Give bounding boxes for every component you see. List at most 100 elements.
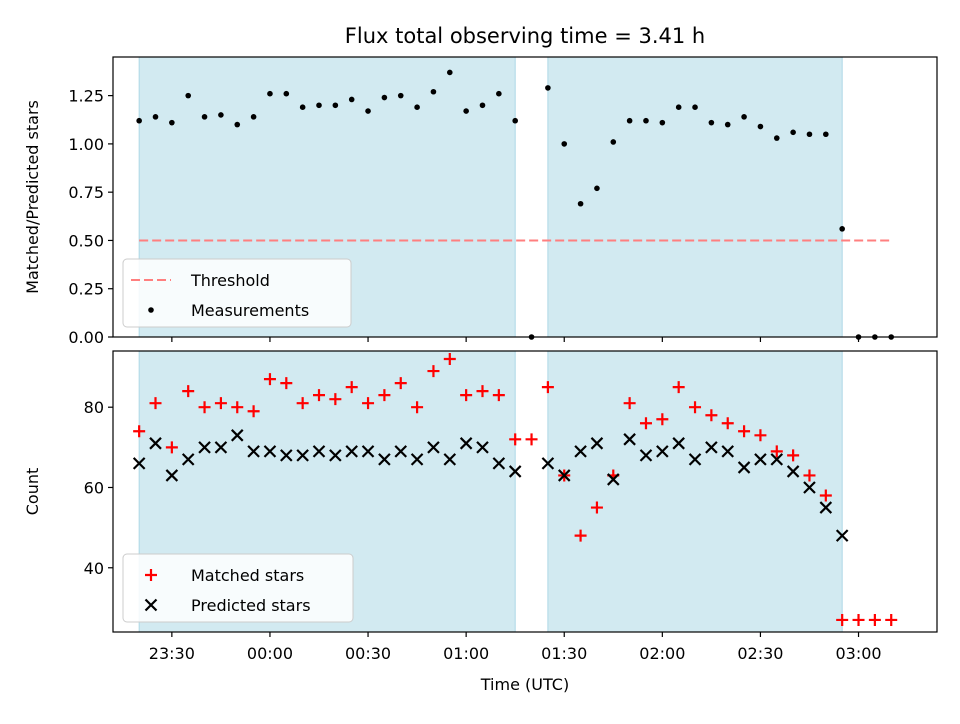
predicted-star-point	[181, 453, 195, 466]
matched-star-point	[182, 385, 195, 398]
shaded-interval	[547, 351, 843, 632]
measurement-point	[594, 185, 600, 192]
predicted-star-point	[329, 449, 342, 462]
predicted-star-point	[770, 453, 784, 466]
measurement-point	[545, 85, 551, 91]
x-tick-label: 00:00	[247, 644, 293, 663]
matched-star-point	[263, 373, 276, 386]
matched-star-point	[836, 613, 849, 626]
x-tick-label: 02:30	[737, 644, 783, 663]
matched-star-point	[345, 381, 358, 394]
matched-star-point	[214, 397, 227, 410]
legend-predicted-swatch	[144, 598, 158, 612]
y-tick-label: 0.00	[68, 328, 104, 347]
measurement-point	[430, 88, 437, 95]
measurement-point	[136, 117, 142, 124]
predicted-star-point	[672, 437, 685, 450]
y-tick-label: 0.25	[68, 280, 104, 299]
measurement-point	[675, 104, 682, 111]
matched-star-point	[394, 377, 407, 390]
predicted-star-point	[312, 445, 326, 458]
predicted-star-point	[149, 437, 162, 450]
measurement-point	[806, 131, 813, 138]
matched-star-point	[443, 353, 456, 366]
legend-label: Predicted stars	[191, 596, 311, 615]
matched-star-point	[770, 445, 783, 458]
matched-star-point	[672, 381, 685, 394]
x-tick-label: 23:30	[149, 644, 195, 663]
measurement-point	[152, 114, 159, 120]
y-tick-label: 0.75	[68, 183, 104, 202]
measurement-point	[365, 108, 371, 114]
axes-frame	[112, 350, 938, 633]
predicted-star-point	[394, 445, 408, 458]
matched-star-point	[738, 425, 751, 438]
predicted-star-point	[737, 461, 751, 474]
predicted-star-point	[410, 453, 424, 466]
measurement-point	[757, 123, 764, 130]
predicted-star-point	[803, 481, 816, 494]
matched-star-point	[574, 529, 587, 542]
predicted-star-point	[557, 469, 571, 482]
measurement-point	[201, 114, 208, 120]
measurement-point	[267, 90, 273, 97]
predicted-star-point	[541, 457, 555, 470]
measurement-point	[463, 108, 469, 114]
measurement-point	[218, 112, 224, 118]
predicted-star-point	[165, 469, 179, 482]
measurement-point	[414, 104, 420, 111]
measurement-point	[659, 119, 666, 126]
matched-star-point	[149, 397, 162, 410]
predicted-star-point	[427, 441, 440, 454]
matched-star-point	[476, 385, 489, 398]
x-tick-label: 01:30	[541, 644, 587, 663]
matched-star-point	[231, 401, 244, 414]
legend-box	[122, 258, 352, 328]
matched-star-point	[460, 389, 473, 402]
measurement-point	[790, 129, 796, 136]
predicted-star-point	[230, 429, 244, 442]
matched-star-point	[296, 397, 309, 410]
predicted-star-point	[198, 441, 211, 454]
measurement-point	[724, 121, 731, 128]
matched-star-point	[639, 417, 652, 430]
predicted-star-point	[508, 465, 522, 478]
measurement-point	[610, 139, 617, 145]
axes-frame	[112, 56, 938, 338]
predicted-star-point	[378, 453, 391, 466]
matched-star-point	[198, 401, 211, 414]
measurement-point	[643, 117, 649, 124]
matched-star-point	[868, 613, 881, 626]
predicted-star-point	[492, 457, 506, 470]
legend-measurement-swatch	[148, 307, 154, 313]
measurement-point	[741, 114, 747, 120]
measurement-point	[512, 117, 518, 124]
predicted-star-point	[443, 453, 457, 466]
x-tick-label: 02:00	[639, 644, 685, 663]
measurement-point	[561, 141, 568, 147]
y-tick-label: 60	[84, 478, 104, 497]
predicted-star-point	[476, 441, 489, 454]
matched-star-point	[280, 377, 293, 390]
y-tick-label: 0.50	[68, 231, 104, 250]
legend-box	[122, 553, 354, 623]
matched-star-point	[411, 401, 424, 414]
predicted-star-point	[459, 437, 473, 450]
measurement-point	[169, 119, 175, 126]
top-panel: 0.00 0.25 0.50 0.75 1.00 1.25 Matched/Predicte…	[23, 56, 938, 347]
y-tick-label: 80	[84, 398, 104, 417]
predicted-star-point	[361, 445, 375, 458]
measurement-point	[773, 135, 780, 141]
predicted-star-point	[688, 453, 702, 466]
x-tick-label: 03:00	[835, 644, 881, 663]
legend-label: Matched stars	[191, 566, 304, 585]
predicted-star-point	[835, 529, 849, 542]
matched-star-point	[852, 613, 865, 626]
legend-matched-swatch	[145, 569, 157, 581]
matched-star-point	[803, 469, 816, 482]
measurement-point	[708, 119, 715, 126]
chart-title: Flux total observing time = 3.41 h	[345, 24, 705, 48]
shaded-interval	[547, 57, 843, 337]
predicted-star-point	[623, 433, 636, 446]
predicted-star-point	[819, 501, 833, 514]
